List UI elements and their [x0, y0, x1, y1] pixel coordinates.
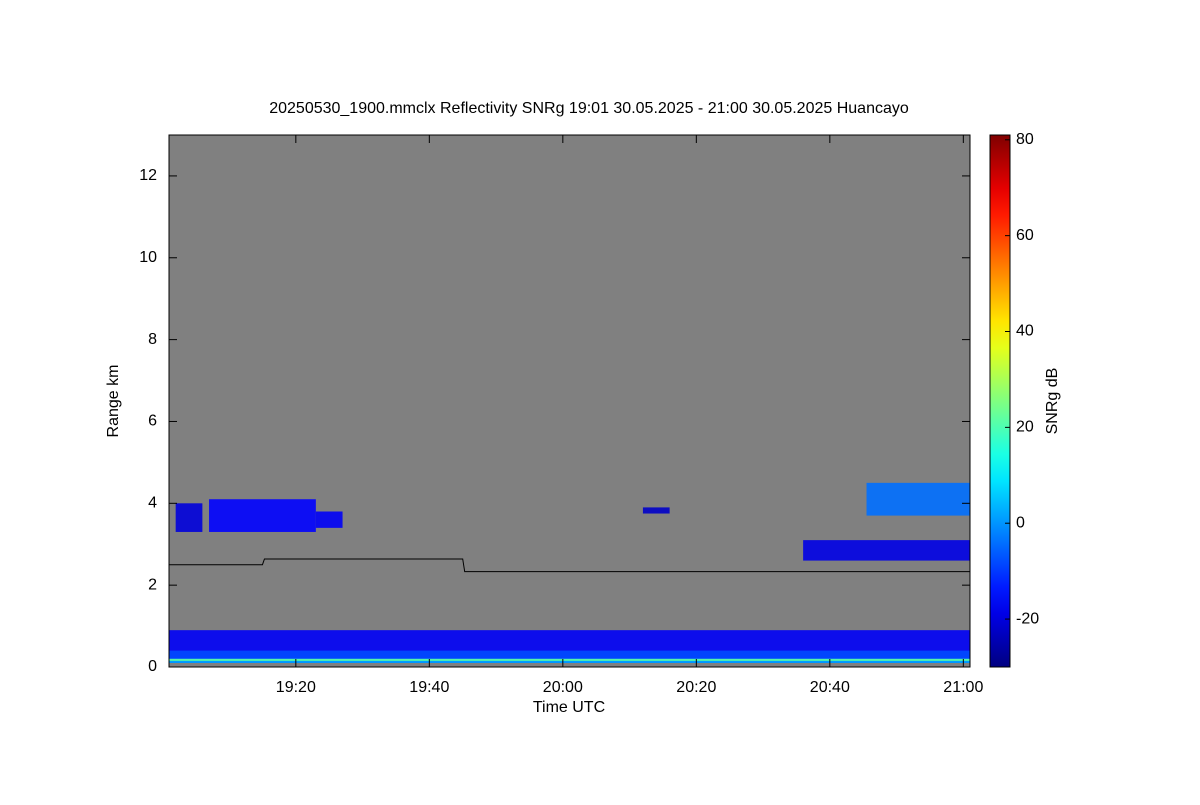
x-tick-label: 19:20 — [276, 679, 316, 696]
y-tick-label: 4 — [148, 495, 157, 512]
colorbar-tick-label: -20 — [1016, 610, 1039, 627]
colorbar-tick-label: 80 — [1016, 131, 1034, 148]
x-tick-label: 20:20 — [676, 679, 716, 696]
colorbar-tick-label: 0 — [1016, 514, 1025, 531]
x-tick-label: 19:40 — [409, 679, 449, 696]
echo-cell — [169, 658, 970, 661]
y-tick-label: 0 — [148, 658, 157, 675]
colorbar-tick-label: 60 — [1016, 227, 1034, 244]
y-axis-label: Range km — [105, 365, 122, 438]
echo-cell — [642, 507, 670, 514]
plot-background — [169, 135, 970, 667]
echo-cell — [803, 540, 970, 561]
echo-cell — [209, 499, 316, 532]
plot-frame — [168, 134, 971, 668]
colorbar-tick-label: 40 — [1016, 323, 1034, 340]
x-tick-label: 21:00 — [943, 679, 983, 696]
x-tick-label: 20:00 — [543, 679, 583, 696]
chart-title: 20250530_1900.mmclx Reflectivity SNRg 19… — [269, 100, 909, 117]
x-tick-label: 20:40 — [810, 679, 850, 696]
y-tick-label: 8 — [148, 331, 157, 348]
colorbar — [989, 134, 1011, 668]
y-tick-label: 2 — [148, 576, 157, 593]
y-tick-label: 10 — [139, 249, 157, 266]
y-tick-label: 6 — [148, 413, 157, 430]
echo-cell — [315, 511, 343, 528]
x-axis-label: Time UTC — [533, 699, 605, 716]
echo-cell — [866, 482, 970, 516]
colorbar-label: SNRg dB — [1044, 368, 1061, 435]
y-tick-label: 12 — [139, 167, 157, 184]
threshold-line — [169, 558, 970, 573]
colorbar-tick-label: 20 — [1016, 419, 1034, 436]
echo-cell — [175, 503, 203, 532]
